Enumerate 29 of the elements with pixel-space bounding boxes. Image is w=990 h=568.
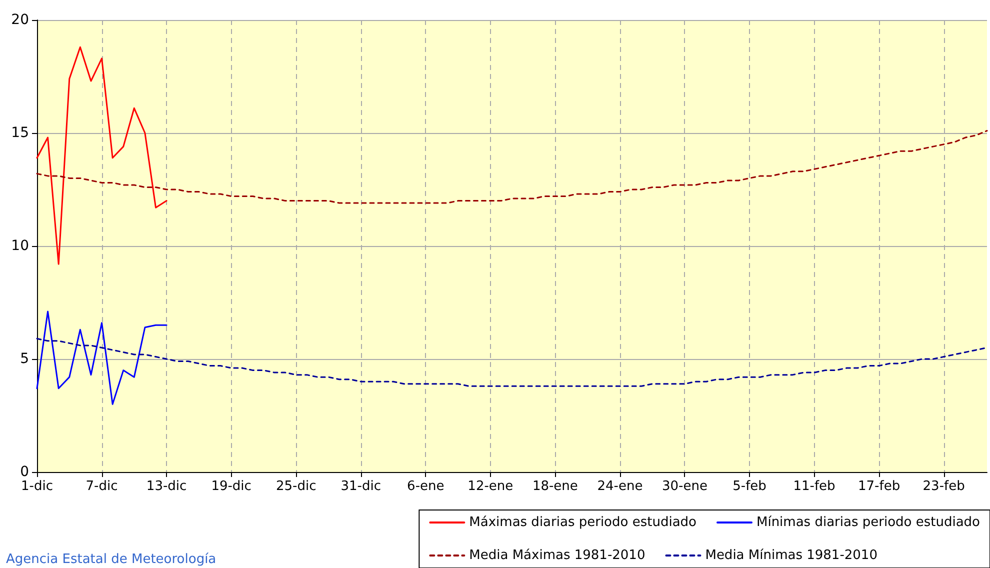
line-series xyxy=(36,338,988,387)
legend-label: Media Mínimas 1981-2010 xyxy=(705,548,878,563)
x-tick-label: 30-ene xyxy=(662,479,708,494)
y-tick-label: 5 xyxy=(20,351,29,367)
x-tick-label: 12-ene xyxy=(468,479,514,494)
y-tick-label: 0 xyxy=(20,464,29,480)
x-tick-label: 23-feb xyxy=(922,479,965,494)
line-series xyxy=(36,310,168,405)
x-tick-label: 6-ene xyxy=(407,479,444,494)
y-tick-label: 10 xyxy=(11,238,29,254)
x-tick-label: 19-dic xyxy=(211,479,252,494)
line-series xyxy=(36,46,168,265)
line-series xyxy=(36,130,988,204)
x-tick-label: 17-feb xyxy=(858,479,900,494)
x-tick-label: 18-ene xyxy=(532,479,578,494)
x-tick-label: 5-feb xyxy=(732,479,766,494)
x-tick-label: 13-dic xyxy=(146,479,187,494)
x-tick-label: 24-ene xyxy=(597,479,643,494)
x-tick-label: 25-dic xyxy=(276,479,316,494)
x-tick-label: 1-dic xyxy=(21,479,53,494)
y-tick-label: 20 xyxy=(11,12,29,28)
x-tick-label: 11-feb xyxy=(793,479,836,494)
y-tick-label: 15 xyxy=(11,125,29,141)
x-tick-label: 7-dic xyxy=(86,479,118,494)
legend-label: Máximas diarias periodo estudiado xyxy=(469,515,697,530)
legend-label: Mínimas diarias periodo estudiado xyxy=(756,515,980,530)
legend-label: Media Máximas 1981-2010 xyxy=(469,548,646,563)
text: Agencia Estatal de Meteorología xyxy=(6,552,216,567)
x-tick-label: 31-dic xyxy=(340,479,381,494)
